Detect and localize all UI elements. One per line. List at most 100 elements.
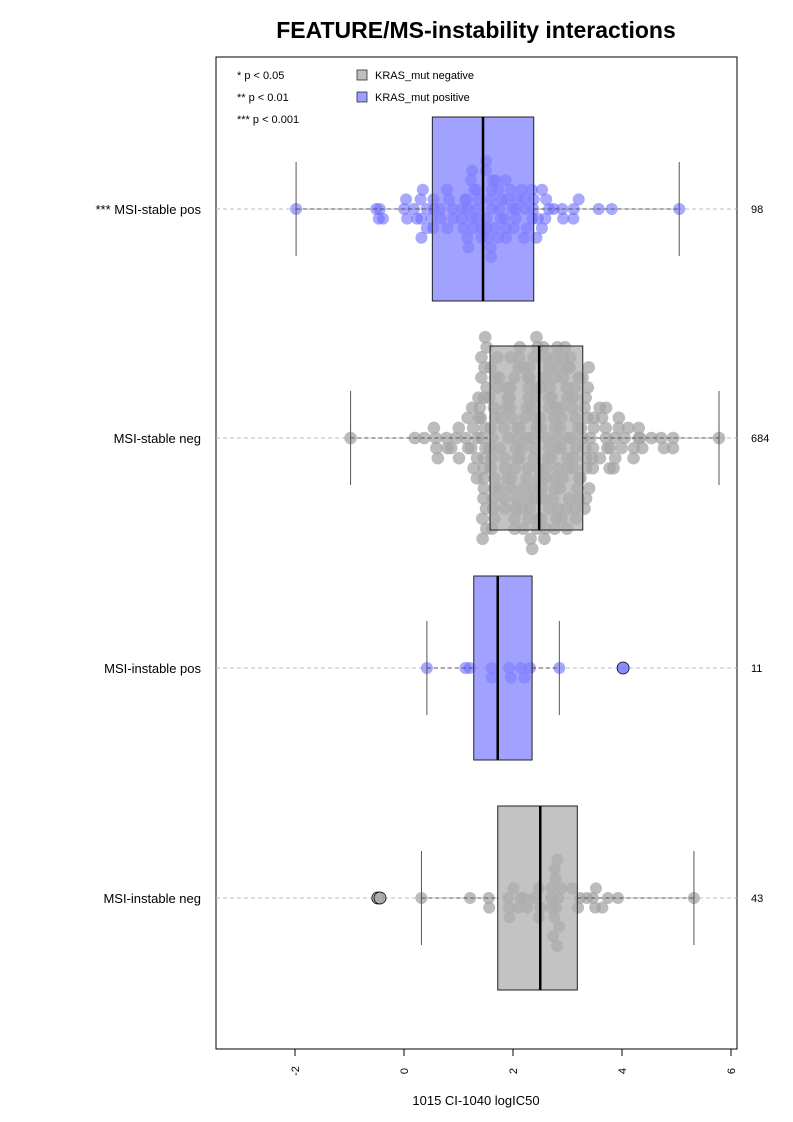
x-tick-label: 2 — [508, 1068, 520, 1074]
box-iqr — [497, 805, 578, 991]
data-point — [540, 193, 553, 206]
data-point — [472, 391, 485, 404]
data-point — [470, 472, 484, 485]
data-point — [475, 351, 488, 364]
data-point — [539, 212, 552, 225]
data-point — [599, 421, 613, 435]
data-point — [603, 441, 617, 455]
x-axis-label: 1015 CI-1040 logIC50 — [412, 1093, 539, 1108]
data-point — [535, 183, 548, 196]
group-count-label: 11 — [751, 663, 762, 675]
data-point — [599, 401, 613, 415]
data-point — [475, 371, 488, 384]
data-point — [524, 532, 537, 546]
significance-legend-item: ** p < 0.01 — [237, 92, 289, 104]
data-point — [476, 532, 489, 546]
data-point — [535, 222, 548, 235]
data-point — [567, 203, 580, 215]
data-point — [635, 441, 649, 455]
significance-legend-item: *** p < 0.001 — [237, 114, 299, 126]
data-point — [441, 441, 454, 455]
x-tick-label: -2 — [290, 1066, 302, 1076]
data-point — [461, 411, 475, 425]
data-point — [621, 421, 635, 435]
data-point — [476, 512, 489, 525]
data-point — [567, 212, 580, 225]
data-point — [477, 482, 491, 495]
data-point — [430, 441, 443, 455]
data-point — [376, 212, 389, 225]
data-point — [557, 212, 570, 225]
data-point — [470, 451, 484, 465]
legend-label: KRAS_mut negative — [375, 70, 474, 82]
data-point — [465, 401, 479, 415]
legend-label: KRAS_mut positive — [375, 92, 470, 104]
data-point — [452, 421, 466, 435]
group-count-label: 43 — [751, 893, 763, 905]
data-point — [483, 901, 496, 914]
data-point — [657, 441, 671, 455]
data-point — [586, 461, 600, 475]
chart-title: FEATURE/MS-instability interactions — [276, 17, 676, 43]
group-label: MSI-instable neg — [103, 891, 201, 906]
data-point — [618, 431, 631, 445]
data-point — [401, 212, 414, 225]
data-point — [466, 421, 480, 435]
data-point — [607, 461, 620, 475]
data-point — [411, 212, 424, 225]
data-point — [400, 193, 413, 206]
data-point — [431, 451, 445, 465]
x-tick-label: 6 — [726, 1068, 738, 1074]
group-label: MSI-instable pos — [104, 661, 201, 676]
data-point — [416, 183, 429, 196]
data-point — [427, 421, 441, 435]
data-point — [589, 882, 602, 895]
legend-swatch — [356, 91, 368, 103]
data-point — [477, 492, 490, 505]
legend-swatch — [356, 69, 368, 81]
data-point — [572, 193, 585, 206]
data-point — [530, 330, 543, 344]
box-iqr — [473, 575, 533, 761]
data-point — [415, 231, 428, 244]
data-point — [461, 441, 475, 455]
x-tick-label: 4 — [617, 1068, 629, 1074]
data-point — [666, 431, 680, 445]
data-point — [581, 381, 595, 394]
data-point — [666, 441, 680, 455]
data-point — [608, 431, 622, 445]
data-point — [464, 892, 477, 904]
significance-legend-item: * p < 0.05 — [237, 70, 284, 82]
data-point — [420, 203, 433, 215]
data-point — [612, 411, 626, 425]
data-point — [467, 461, 480, 475]
outlier-point — [373, 891, 387, 905]
data-point — [472, 411, 485, 425]
group-count-label: 684 — [751, 433, 769, 445]
x-tick-label: 0 — [399, 1068, 411, 1074]
outlier-point — [616, 661, 630, 675]
data-point — [608, 451, 622, 465]
data-point — [538, 532, 551, 546]
data-point — [615, 441, 628, 455]
data-point — [414, 193, 427, 206]
data-point — [645, 431, 658, 445]
data-point — [525, 542, 539, 556]
data-point — [478, 330, 492, 344]
data-point — [611, 892, 624, 904]
data-point — [632, 421, 645, 435]
data-point — [587, 421, 601, 435]
data-point — [452, 451, 466, 465]
data-point — [482, 892, 495, 904]
group-count-label: 98 — [751, 204, 763, 216]
data-point — [440, 431, 453, 445]
box-iqr — [489, 345, 584, 531]
data-point — [407, 203, 420, 215]
data-point — [587, 411, 601, 425]
data-point — [582, 361, 596, 374]
data-point — [627, 451, 640, 465]
data-point — [596, 901, 609, 914]
group-label: MSI-stable neg — [114, 431, 201, 446]
data-point — [612, 421, 625, 435]
